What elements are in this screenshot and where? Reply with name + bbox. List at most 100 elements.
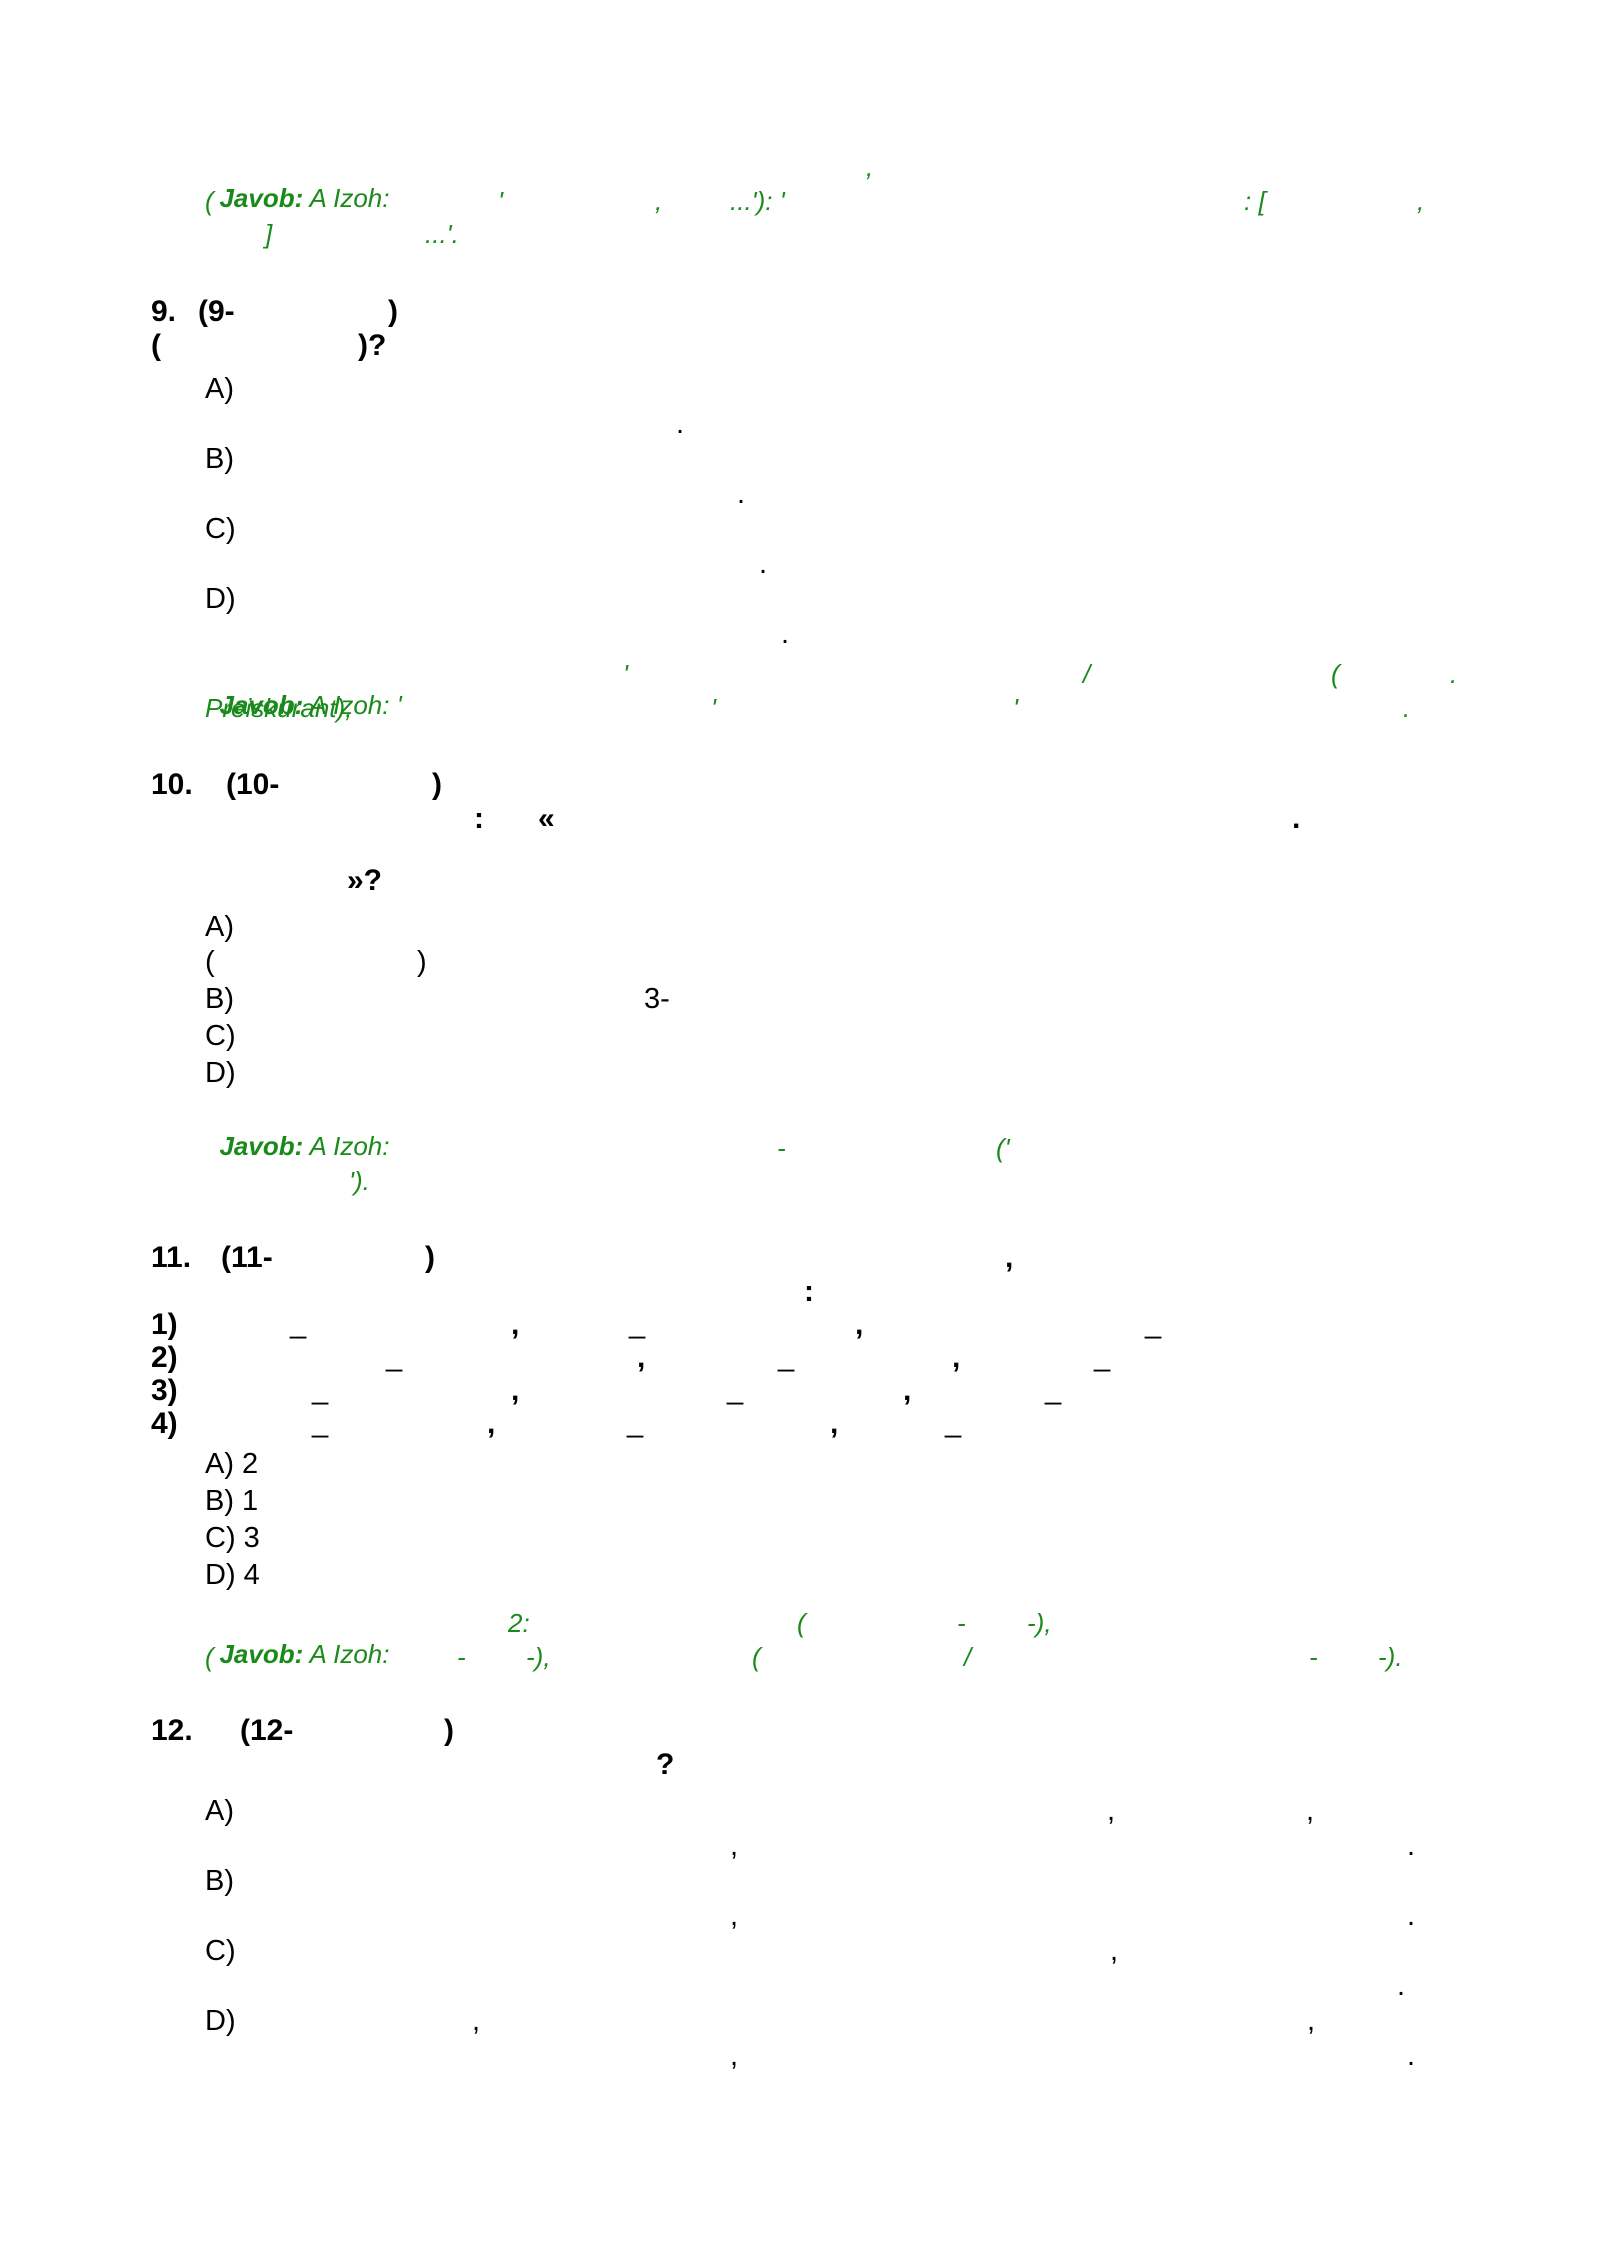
option-d[interactable]: D) xyxy=(205,583,236,615)
answer-fragment: ...'. xyxy=(425,219,459,249)
option-b[interactable]: B) xyxy=(205,983,234,1015)
option-fragment: 3- xyxy=(644,983,670,1015)
answer-label: Javob: xyxy=(219,1131,304,1161)
answer-fragment: ' xyxy=(1013,693,1018,723)
answer-fragment: , xyxy=(1417,186,1425,216)
option-c[interactable]: C) xyxy=(205,513,236,545)
answer-text: A Izoh: xyxy=(303,1639,390,1669)
blank-mark: _ xyxy=(629,1308,646,1340)
option-a[interactable]: A) xyxy=(205,1795,234,1827)
answer-fragment: ( xyxy=(752,1642,761,1672)
option-fragment: ( xyxy=(205,946,215,978)
question-number: 10. xyxy=(151,768,193,801)
answer-fragment: ] xyxy=(265,219,273,249)
answer-fragment: ' xyxy=(711,693,716,723)
answer-fragment: / xyxy=(964,1642,972,1672)
option-a[interactable]: A) xyxy=(205,911,234,943)
question-line: )? xyxy=(358,329,387,362)
answer-fragment: / xyxy=(1083,659,1091,689)
item-mark: , xyxy=(903,1374,912,1407)
option-b[interactable]: B) xyxy=(205,1865,234,1897)
blank-mark: _ xyxy=(312,1374,329,1406)
answer-fragment: ( xyxy=(1331,659,1340,689)
answer-top: Javob: A Izoh: xyxy=(205,152,390,214)
option-b[interactable]: B) 1 xyxy=(205,1485,259,1517)
answer-fragment: ' xyxy=(623,659,628,689)
option-fragment: . xyxy=(1397,1970,1406,2002)
option-fragment: ) xyxy=(417,946,427,978)
answer-fragment: - xyxy=(957,1608,966,1638)
answer-block: Javob: A Izoh: xyxy=(205,1608,390,1670)
option-fragment: , xyxy=(472,2005,481,2037)
option-d[interactable]: D) xyxy=(205,2005,236,2037)
blank-mark: _ xyxy=(945,1407,962,1439)
question-header-close: ) xyxy=(444,1714,454,1747)
option-fragment: , xyxy=(730,1830,739,1862)
option-fragment: , xyxy=(730,1900,739,1932)
item-mark: , xyxy=(855,1308,864,1341)
answer-fragment: . xyxy=(1450,659,1458,689)
option-d[interactable]: D) 4 xyxy=(205,1559,260,1591)
answer-text: A Izoh: xyxy=(303,183,390,213)
list-item-number: 4) xyxy=(151,1407,178,1440)
question-header: (11- xyxy=(221,1241,273,1274)
question-header: (10- xyxy=(226,768,280,801)
item-mark: , xyxy=(511,1308,520,1341)
answer-text: A Izoh: ' xyxy=(303,690,402,720)
answer-fragment: ' xyxy=(498,186,503,216)
blank-mark: _ xyxy=(312,1407,329,1439)
answer-fragment: , xyxy=(655,186,663,216)
question-line: »? xyxy=(347,864,383,897)
answer-fragment: -). xyxy=(1378,1642,1403,1672)
option-fragment: , xyxy=(1110,1935,1119,1967)
option-fragment: , xyxy=(1306,1795,1315,1827)
answer-fragment: , xyxy=(866,152,874,182)
answer-fragment: - xyxy=(457,1642,466,1672)
list-item-number: 3) xyxy=(151,1374,178,1407)
option-a[interactable]: A) 2 xyxy=(205,1448,259,1480)
option-b[interactable]: B) xyxy=(205,443,234,475)
option-c[interactable]: C) 3 xyxy=(205,1522,260,1554)
option-fragment: . xyxy=(1407,1900,1416,1932)
question-line: : xyxy=(804,1275,814,1308)
blank-mark: _ xyxy=(1094,1341,1111,1373)
option-a[interactable]: A) xyxy=(205,373,234,405)
option-fragment: , xyxy=(730,2040,739,2072)
item-mark: , xyxy=(511,1374,520,1407)
option-fragment: , xyxy=(1307,2005,1316,2037)
question-header-close: ) xyxy=(432,768,442,801)
question-line: . xyxy=(1292,802,1301,835)
answer-fragment: ( xyxy=(797,1608,806,1638)
question-number: 9. xyxy=(151,295,177,328)
option-fragment: . xyxy=(781,618,790,650)
option-c[interactable]: C) xyxy=(205,1935,236,1967)
option-fragment: , xyxy=(1107,1795,1116,1827)
question-header-close: ) xyxy=(425,1241,435,1274)
question-line: « xyxy=(538,802,555,835)
answer-fragment: ( xyxy=(205,186,214,216)
question-header: (12- xyxy=(240,1714,294,1747)
blank-mark: _ xyxy=(627,1407,644,1439)
item-mark: , xyxy=(952,1341,961,1374)
answer-block: Javob: A Izoh: xyxy=(205,1100,389,1162)
question-header: (9- xyxy=(198,295,235,328)
option-fragment: . xyxy=(676,408,685,440)
answer-fragment: ( xyxy=(205,1642,214,1672)
option-d[interactable]: D) xyxy=(205,1057,236,1089)
blank-mark: _ xyxy=(727,1374,744,1406)
question-number: 11. xyxy=(151,1241,192,1274)
answer-label: Javob: xyxy=(219,183,304,213)
answer-fragment: Preiskurant), xyxy=(205,693,353,723)
blank-mark: _ xyxy=(778,1341,795,1373)
blank-mark: _ xyxy=(386,1341,403,1373)
question-number: 12. xyxy=(151,1714,193,1747)
question-line: ? xyxy=(656,1748,675,1781)
answer-fragment: 2: xyxy=(508,1608,530,1638)
question-line: , xyxy=(1005,1241,1014,1274)
answer-block: Javob: A Izoh: ' xyxy=(205,659,402,721)
option-fragment: . xyxy=(1407,1830,1416,1862)
option-c[interactable]: C) xyxy=(205,1020,236,1052)
question-line: ( xyxy=(151,329,161,362)
list-item-number: 2) xyxy=(151,1341,178,1374)
